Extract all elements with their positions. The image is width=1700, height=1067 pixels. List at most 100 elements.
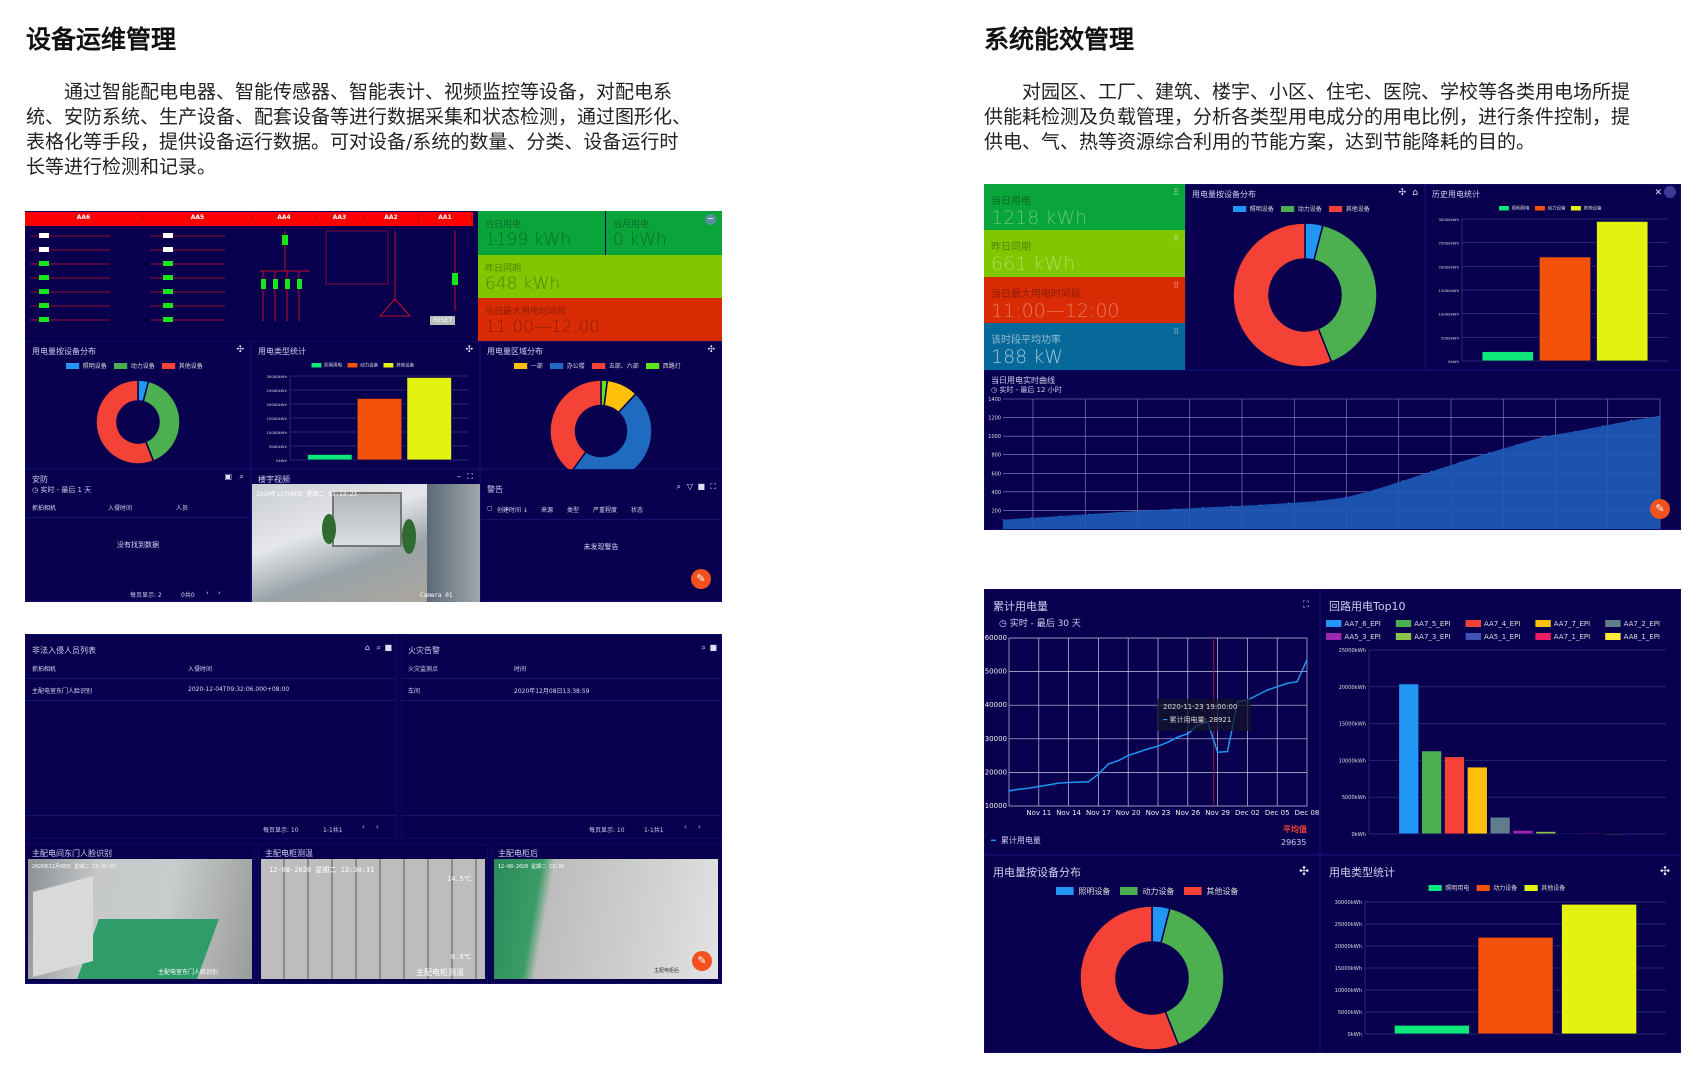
menu-icon[interactable] [1664, 186, 1676, 198]
legend-label[interactable]: 其他设备 [1206, 886, 1238, 896]
per-page-select[interactable]: 每页显示: 10 [263, 827, 299, 834]
avg-label: 平均值 [1283, 825, 1307, 834]
camera-icon[interactable]: ▣ [224, 472, 232, 481]
reset-button[interactable]: RESET [430, 316, 456, 325]
collapse-icon[interactable]: − [705, 214, 716, 225]
column-header[interactable]: 入侵时间 [188, 666, 213, 673]
search-icon[interactable]: ⌕ [676, 482, 681, 491]
legend-label[interactable]: 西路灯 [663, 362, 681, 370]
per-page-select[interactable]: 每页显示: 2 [130, 592, 162, 599]
legend-label[interactable]: AA8_1_EPI [1624, 633, 1660, 641]
legend-label[interactable]: AA7_7_EPI [1554, 620, 1590, 628]
column-header[interactable]: 人员 [176, 505, 189, 512]
filter-icon[interactable]: ▽ [686, 482, 693, 491]
legend-label[interactable]: 动力设备 [360, 362, 378, 369]
column-header[interactable]: 类型 [567, 507, 580, 514]
kpi-label: 当月用电 [613, 220, 650, 230]
next-page-button[interactable]: › [376, 823, 379, 831]
drag-handle-icon[interactable]: ⠿ [1173, 188, 1179, 197]
legend-label[interactable]: 动力设备 [1298, 205, 1322, 213]
fan-icon[interactable]: ✣ [236, 345, 244, 355]
y-tick-label: 30000kWh [266, 374, 287, 379]
legend-label[interactable]: AA7_5_EPI [1414, 620, 1450, 628]
legend-label[interactable]: 五部、六部 [609, 362, 639, 370]
prev-page-button[interactable]: ‹ [684, 823, 687, 831]
legend-label[interactable]: 其他设备 [1541, 884, 1565, 892]
next-page-button[interactable]: › [218, 589, 221, 597]
legend-label[interactable]: 照明用电 [1445, 884, 1469, 892]
edit-fab-button[interactable]: ✎ [691, 569, 711, 589]
camera-feed[interactable]: 2020年12月08日 星期二 13:35:07 主配电室东门人脸识别 [28, 859, 252, 979]
fan-icon[interactable]: ✣ [1298, 864, 1309, 878]
column-header[interactable]: 创建时间 ↓ [497, 507, 528, 514]
fan-icon[interactable]: ✣ [1659, 864, 1670, 878]
fan-icon[interactable]: ✣ [1398, 188, 1406, 198]
fullscreen-icon[interactable]: ⛶ [467, 472, 473, 481]
legend-label[interactable]: 累计用电量 [1000, 836, 1041, 845]
legend-label[interactable]: 动力设备 [131, 362, 155, 370]
pin-icon[interactable]: ✕ [1654, 188, 1662, 198]
device-donut-chart: 照明设备 动力设备 其他设备 [1232, 205, 1378, 368]
fullscreen-icon[interactable]: ⛶ [710, 482, 716, 491]
table-row[interactable]: 车间 2020年12月08日13:38:59 [402, 679, 721, 701]
fullscreen-icon[interactable]: ⛶ [1302, 600, 1309, 610]
fan-icon[interactable]: ✣ [465, 345, 473, 355]
legend-label[interactable]: 照明设备 [83, 362, 107, 370]
next-page-button[interactable]: › [698, 823, 701, 831]
bank-icon[interactable]: ⌂ [1412, 188, 1418, 198]
drag-handle-icon[interactable]: ⠿ [1173, 327, 1179, 336]
drag-handle-icon[interactable]: ⠿ [1173, 281, 1179, 290]
column-header[interactable]: 严重程度 [593, 507, 618, 514]
column-header[interactable]: 时间 [514, 666, 527, 673]
legend-label[interactable]: AA7_3_EPI [1414, 633, 1450, 641]
legend-label[interactable]: AA5_1_EPI [1484, 633, 1520, 641]
legend-label[interactable]: 照明设备 [1250, 205, 1274, 213]
minimize-icon[interactable]: – [457, 472, 461, 481]
prev-page-button[interactable]: ‹ [362, 823, 365, 831]
drag-handle-icon[interactable]: ⠿ [1173, 234, 1179, 243]
search-icon[interactable]: ⌕ [701, 643, 706, 652]
clock-icon: ◷ [999, 619, 1007, 629]
legend-label[interactable]: 其他设备 [1346, 205, 1370, 213]
bank-icon[interactable]: ⌂ [364, 643, 370, 652]
legend-label[interactable]: 照明用电 [1512, 205, 1530, 212]
columns-icon[interactable]: ■ [697, 482, 705, 491]
legend-label[interactable]: AA7_2_EPI [1624, 620, 1660, 628]
legend-label[interactable]: 其他设备 [396, 362, 414, 369]
lobby-camera-feed[interactable]: 2020年12月08日 星期二 13:13:23 Camera 01 [252, 484, 480, 602]
legend-label[interactable]: 动力设备 [1142, 886, 1174, 896]
legend-label[interactable]: 照明用电 [324, 362, 342, 369]
legend-label[interactable]: 办公楼 [567, 362, 585, 370]
fan-icon[interactable]: ✣ [707, 345, 715, 355]
table-row[interactable]: 主配电室东门人脸识别 2020-12-04T09:32:06.000+08:00 [26, 679, 396, 701]
column-header[interactable]: 状态 [631, 507, 644, 514]
prev-page-button[interactable]: ‹ [206, 589, 209, 597]
edit-fab-button[interactable]: ✎ [1650, 499, 1670, 519]
legend-label[interactable]: 动力设备 [1548, 205, 1566, 212]
column-header[interactable]: 抓拍相机 [32, 666, 57, 673]
legend-label[interactable]: AA7_4_EPI [1484, 620, 1520, 628]
search-icon[interactable]: ⌕ [239, 472, 244, 481]
legend-label[interactable]: AA7_6_EPI [1344, 620, 1380, 628]
columns-icon[interactable]: ■ [384, 643, 392, 652]
table-header: 抓拍相机 入侵时间 [26, 657, 396, 679]
legend-label[interactable]: 其他设备 [179, 362, 203, 370]
thermal-camera-feed[interactable]: 12-08-2020 星期二 13:34:31 14.5℃ 6.9℃ 主配电柜测… [261, 859, 485, 979]
legend-label[interactable]: 其他设备 [1584, 205, 1602, 212]
legend-label[interactable]: AA7_1_EPI [1554, 633, 1590, 641]
columns-icon[interactable]: ■ [709, 643, 717, 652]
legend-label[interactable]: AA5_3_EPI [1344, 633, 1380, 641]
column-header[interactable]: 抓拍相机 [32, 505, 57, 512]
column-header[interactable]: 入侵时间 [108, 505, 133, 512]
edit-fab-button[interactable]: ✎ [692, 951, 712, 971]
select-all-checkbox[interactable]: ▢ [487, 505, 493, 512]
legend-label[interactable]: 动力设备 [1493, 884, 1517, 892]
per-page-select[interactable]: 每页显示: 10 [589, 827, 625, 834]
legend-label[interactable]: 照明设备 [1078, 886, 1110, 896]
camera-feed[interactable]: 12-08-2020 星期二 13:36 主配电柜后 ✎ [494, 859, 718, 979]
data-point [1345, 496, 1347, 499]
search-icon[interactable]: ⌕ [376, 643, 381, 652]
column-header[interactable]: 火灾监测点 [408, 666, 439, 673]
column-header[interactable]: 来源 [541, 507, 554, 514]
legend-label[interactable]: 一部 [531, 362, 543, 370]
